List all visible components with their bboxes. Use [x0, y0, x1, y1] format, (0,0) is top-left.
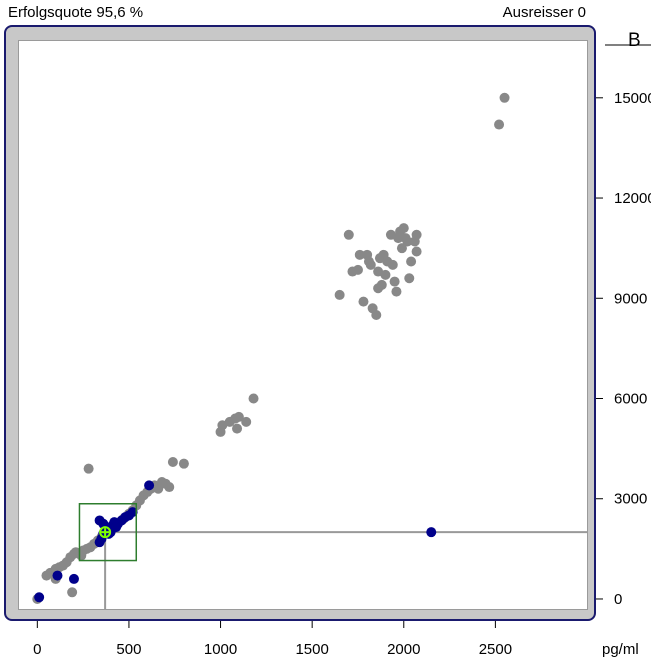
data-point — [83, 463, 94, 474]
data-point — [402, 236, 413, 247]
panel-label: B — [628, 30, 641, 51]
data-point — [499, 92, 510, 103]
y-tick-label: 0 — [614, 591, 622, 608]
data-point — [380, 269, 391, 280]
target-marker-ring — [99, 526, 112, 539]
data-point — [389, 276, 400, 287]
data-point — [52, 570, 63, 581]
data-point — [398, 223, 409, 234]
x-tick-label: 1000 — [204, 641, 237, 658]
data-point — [34, 592, 45, 603]
data-point — [365, 259, 376, 270]
data-point — [376, 279, 387, 290]
x-tick-label: 2000 — [387, 641, 420, 658]
data-point — [404, 273, 415, 284]
data-point — [232, 423, 243, 434]
data-point — [352, 264, 363, 275]
x-axis-ticks: 0 500 1000 1500 2000 2500 — [33, 621, 512, 658]
data-point — [233, 411, 244, 422]
x-tick-label: 0 — [33, 641, 41, 658]
data-point — [241, 416, 252, 427]
outlier-count-label: Ausreisser 0 — [502, 4, 586, 21]
data-point — [387, 259, 398, 270]
data-point — [167, 456, 178, 467]
data-point — [334, 289, 345, 300]
data-points — [32, 92, 510, 604]
data-point — [68, 573, 79, 584]
y-tick-label: 6000 — [614, 391, 647, 408]
data-point — [178, 458, 189, 469]
target-range-box — [78, 503, 138, 562]
data-point — [144, 480, 155, 491]
data-point — [248, 393, 259, 404]
data-point — [354, 249, 365, 260]
y-tick-label: 3000 — [614, 491, 647, 508]
data-point — [411, 229, 422, 240]
data-point — [164, 482, 175, 493]
data-point — [426, 527, 437, 538]
x-tick-label: 1500 — [295, 641, 328, 658]
data-point — [391, 286, 402, 297]
reference-lines — [104, 531, 587, 609]
data-point — [406, 256, 417, 267]
data-point — [127, 507, 138, 518]
x-tick-label: 500 — [116, 641, 141, 658]
data-point — [67, 587, 78, 598]
data-point — [371, 309, 382, 320]
x-axis-unit: pg/ml — [602, 641, 639, 658]
data-point — [343, 229, 354, 240]
plot-area — [18, 40, 588, 610]
y-tick-label: 12000 — [614, 190, 651, 207]
data-point — [358, 296, 369, 307]
target-box — [78, 503, 138, 562]
y-tick-label: 9000 — [614, 290, 647, 307]
success-rate-label: Erfolgsquote 95,6 % — [8, 4, 144, 21]
x-tick-label: 2500 — [479, 641, 512, 658]
data-point — [396, 243, 407, 254]
data-point — [494, 119, 505, 130]
data-point — [411, 246, 422, 257]
